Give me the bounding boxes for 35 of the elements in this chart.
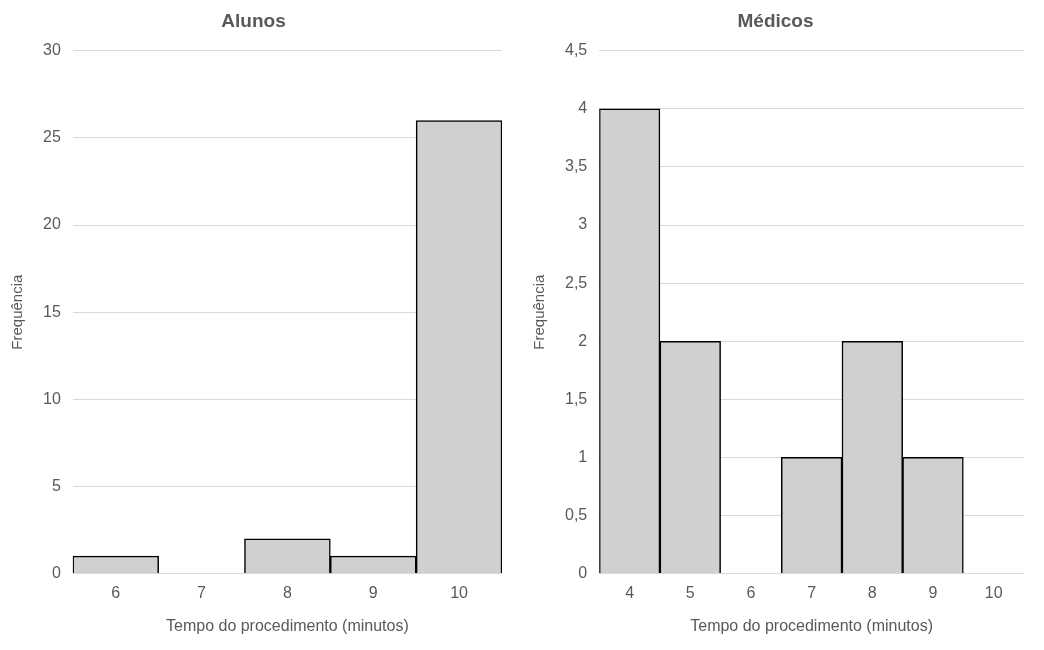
x-axis-title: Tempo do procedimento (minutos)	[690, 616, 934, 634]
x-tick-label: 6	[111, 583, 121, 601]
x-tick-label: 9	[368, 583, 378, 601]
x-tick-label: 5	[685, 583, 695, 601]
y-tick-label: 3	[578, 215, 588, 233]
chart-title: Médicos	[737, 9, 814, 31]
y-tick-label: 5	[51, 476, 61, 494]
x-tick-label: 8	[867, 583, 877, 601]
y-tick-label: 2	[578, 331, 588, 349]
y-tick-label: 2,5	[564, 273, 588, 291]
y-tick-label: 3,5	[564, 157, 588, 175]
y-tick-label: 0	[578, 564, 588, 582]
y-axis-title: Frequência	[530, 274, 548, 350]
y-tick-label: 0,5	[564, 505, 588, 523]
x-tick-label: 8	[282, 583, 292, 601]
x-tick-label: 10	[450, 583, 469, 601]
y-tick-label: 25	[43, 128, 61, 146]
y-tick-label: 15	[43, 302, 61, 320]
y-tick-label: 0	[51, 564, 61, 582]
x-axis-title: Tempo do procedimento (minutos)	[166, 616, 409, 634]
x-tick-label: 9	[928, 583, 938, 601]
x-tick-label: 4	[625, 583, 635, 601]
y-tick-label: 1,5	[564, 389, 588, 407]
y-tick-label: 30	[43, 41, 61, 59]
x-tick-label: 6	[746, 583, 756, 601]
y-tick-label: 20	[43, 215, 61, 233]
y-axis-title: Frequência	[8, 274, 26, 350]
y-tick-label: 4	[578, 99, 588, 117]
x-tick-label: 7	[807, 583, 817, 601]
x-tick-label: 10	[984, 583, 1003, 601]
y-tick-label: 10	[43, 389, 61, 407]
y-tick-label: 1	[578, 447, 588, 465]
chart-title: Alunos	[221, 9, 286, 31]
y-tick-label: 4,5	[564, 41, 588, 59]
x-tick-label: 7	[197, 583, 207, 601]
